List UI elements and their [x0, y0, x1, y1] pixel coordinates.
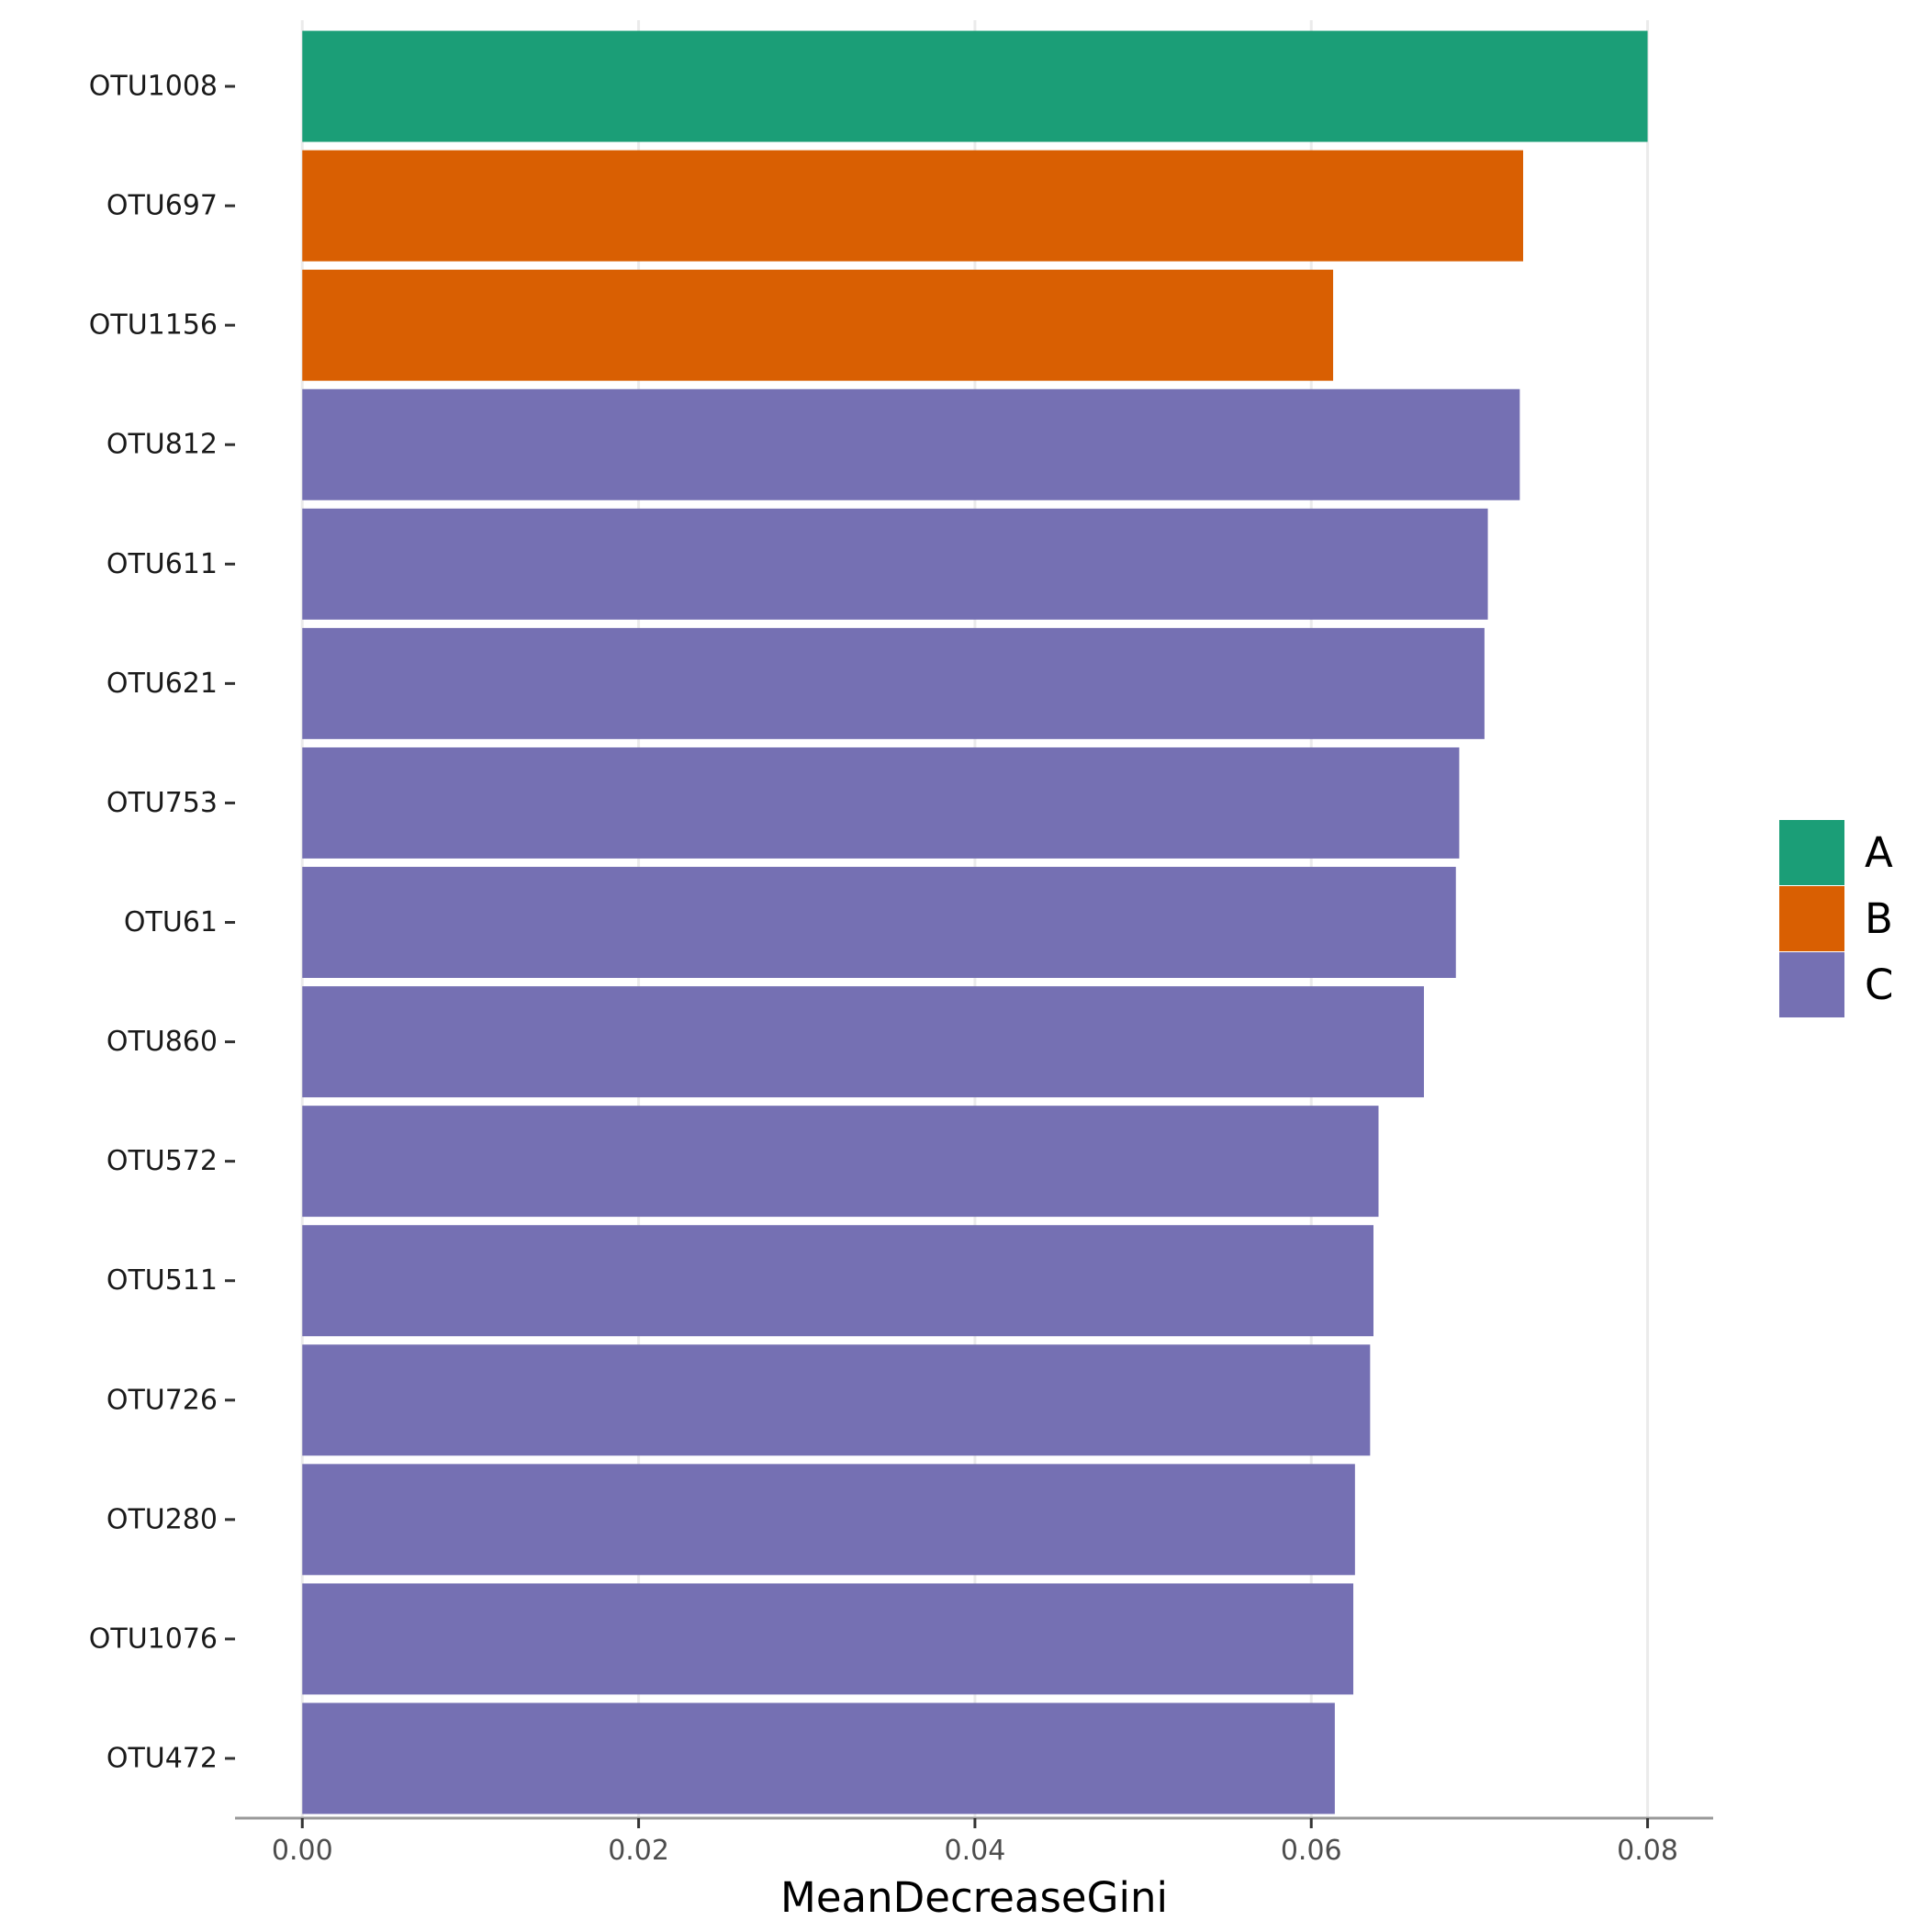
y-axis-categories: OTU1008 OTU697 OTU1156 OTU812 OTU611 OTU621 OT… [89, 71, 235, 1774]
bar-otu280 [302, 1464, 1355, 1576]
y-tick-label: OTU280 [106, 1503, 218, 1535]
bar-otu697 [302, 150, 1524, 262]
y-tick-label: OTU860 [106, 1026, 218, 1058]
legend: ABC [1779, 820, 1893, 1017]
y-tick-label: OTU812 [106, 429, 218, 461]
bar-otu726 [302, 1344, 1371, 1456]
x-axis-title: MeanDecreaseGini [780, 1873, 1168, 1922]
legend-label-c: C [1865, 960, 1893, 1009]
legend-swatch-b [1779, 886, 1844, 951]
y-tick-label: OTU1008 [89, 71, 218, 103]
legend-label-a: A [1865, 828, 1893, 877]
bar-otu860 [302, 986, 1424, 1098]
bar-otu1076 [302, 1583, 1354, 1695]
bars [302, 30, 1648, 1814]
bar-otu511 [302, 1225, 1374, 1337]
bar-otu61 [302, 867, 1456, 978]
bar-otu753 [302, 747, 1460, 859]
legend-swatch-c [1779, 952, 1844, 1017]
bar-otu621 [302, 627, 1485, 739]
x-tick-label: 0.00 [272, 1835, 333, 1867]
y-tick-label: OTU697 [106, 190, 218, 222]
legend-swatch-a [1779, 820, 1844, 885]
x-tick-label: 0.06 [1281, 1835, 1342, 1867]
y-tick-label: OTU1156 [89, 309, 218, 342]
bar-otu472 [302, 1702, 1335, 1814]
bar-otu812 [302, 388, 1520, 500]
x-tick-label: 0.02 [608, 1835, 669, 1867]
y-tick-label: OTU621 [106, 668, 218, 700]
y-tick-label: OTU61 [124, 906, 218, 938]
x-axis: 0.00 0.02 0.04 0.06 0.08 [235, 1816, 1713, 1867]
y-tick-label: OTU511 [106, 1264, 218, 1297]
legend-label-b: B [1865, 894, 1893, 943]
x-tick-label: 0.04 [945, 1835, 1006, 1867]
bar-otu572 [302, 1106, 1379, 1218]
bar-otu1008 [302, 30, 1648, 142]
y-tick-label: OTU753 [106, 787, 218, 819]
x-tick-label: 0.08 [1617, 1835, 1678, 1867]
y-tick-label: OTU1076 [89, 1623, 218, 1655]
bar-otu1156 [302, 269, 1334, 381]
y-tick-label: OTU611 [106, 548, 218, 580]
y-tick-label: OTU472 [106, 1742, 218, 1774]
y-tick-label: OTU726 [106, 1384, 218, 1416]
bar-otu611 [302, 508, 1488, 620]
y-tick-label: OTU572 [106, 1145, 218, 1177]
